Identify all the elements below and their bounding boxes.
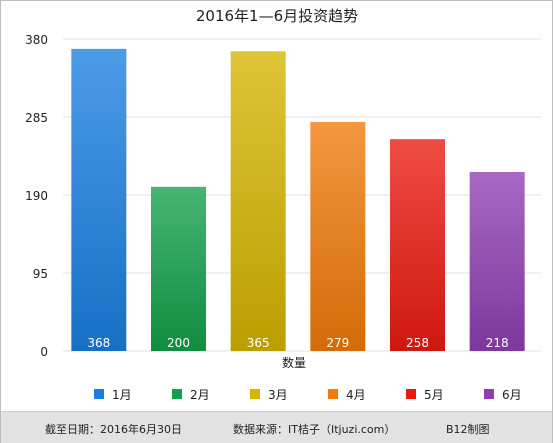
bar-value-label: 279 bbox=[326, 336, 349, 350]
legend-swatch bbox=[250, 389, 260, 399]
bar-value-label: 200 bbox=[167, 336, 190, 350]
bar bbox=[151, 186, 206, 351]
footer-cutoff-date: 截至日期：2016年6月30日 bbox=[45, 423, 182, 436]
legend-swatch bbox=[172, 389, 182, 399]
y-tick-label: 380 bbox=[25, 33, 48, 47]
bar bbox=[230, 51, 286, 351]
chart-title: 2016年1—6月投资趋势 bbox=[196, 7, 358, 25]
bar-chart: 2016年1—6月投资趋势 0 95 190 285 380 368 200 365 279 2… bbox=[25, 7, 541, 402]
y-tick-label: 285 bbox=[25, 111, 48, 125]
bar bbox=[390, 139, 445, 351]
gridlines bbox=[63, 38, 541, 352]
data-labels: 368 200 365 279 258 218 bbox=[87, 336, 508, 350]
legend-label: 3月 bbox=[268, 388, 288, 402]
footer-credit: B12制图 bbox=[446, 423, 490, 436]
bar bbox=[310, 121, 366, 351]
legend-swatch bbox=[484, 389, 494, 399]
bar bbox=[71, 48, 127, 351]
legend-swatch bbox=[94, 389, 104, 399]
legend-label: 2月 bbox=[190, 388, 210, 402]
y-tick-label: 0 bbox=[40, 345, 48, 359]
legend: 1月 2月 3月 4月 5月 6月 bbox=[94, 388, 522, 402]
bars bbox=[71, 48, 525, 351]
bar-value-label: 368 bbox=[87, 336, 110, 350]
y-axis-ticks: 0 95 190 285 380 bbox=[25, 33, 48, 359]
legend-label: 1月 bbox=[112, 388, 132, 402]
bar-value-label: 258 bbox=[406, 336, 429, 350]
bar-value-label: 365 bbox=[247, 336, 270, 350]
footer: 截至日期：2016年6月30日 数据来源：IT桔子（Itjuzi.com） B1… bbox=[1, 411, 552, 443]
footer-data-source: 数据来源：IT桔子（Itjuzi.com） bbox=[233, 423, 396, 436]
legend-label: 5月 bbox=[424, 388, 444, 402]
bar-value-label: 218 bbox=[486, 336, 509, 350]
y-tick-label: 95 bbox=[33, 267, 48, 281]
legend-label: 4月 bbox=[346, 388, 366, 402]
legend-swatch bbox=[406, 389, 416, 399]
x-axis-label: 数量 bbox=[282, 355, 306, 370]
legend-label: 6月 bbox=[502, 388, 522, 402]
legend-swatch bbox=[328, 389, 338, 399]
y-tick-label: 190 bbox=[25, 189, 48, 203]
bar bbox=[469, 172, 525, 351]
